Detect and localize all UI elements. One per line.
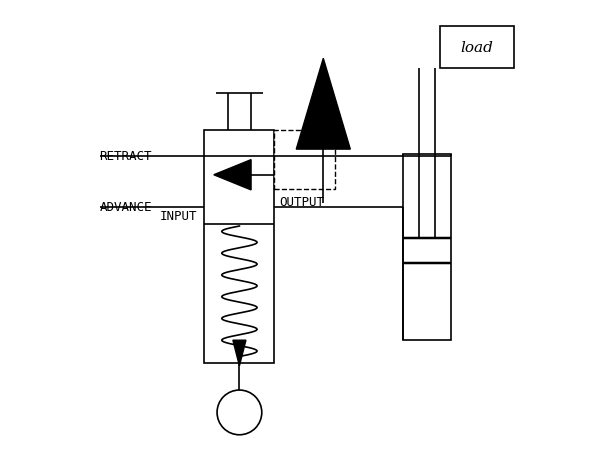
FancyBboxPatch shape — [440, 26, 514, 68]
Text: OUTPUT: OUTPUT — [279, 196, 324, 209]
Text: load: load — [461, 41, 494, 55]
Text: RETRACT: RETRACT — [100, 150, 152, 163]
FancyBboxPatch shape — [205, 130, 274, 363]
Text: ADVANCE: ADVANCE — [100, 201, 152, 214]
Polygon shape — [233, 340, 246, 366]
Text: INPUT: INPUT — [160, 210, 198, 223]
Polygon shape — [296, 58, 350, 149]
FancyBboxPatch shape — [403, 154, 451, 340]
FancyBboxPatch shape — [274, 130, 335, 189]
Polygon shape — [214, 159, 251, 190]
